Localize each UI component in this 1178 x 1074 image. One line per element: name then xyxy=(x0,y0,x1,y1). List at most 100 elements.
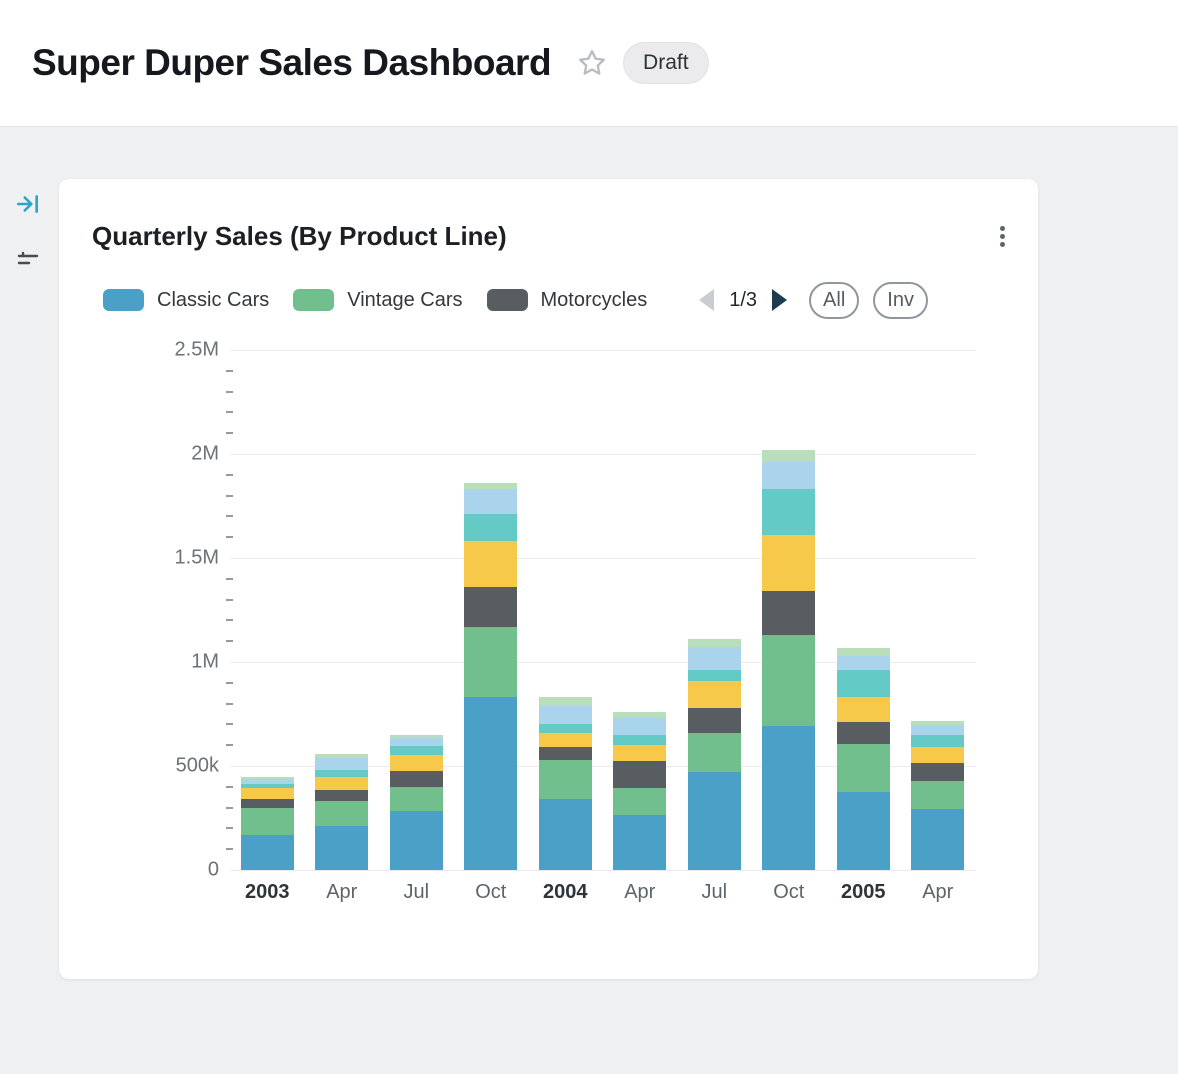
bar-segment-series-7[interactable] xyxy=(240,777,294,779)
bar-segment-series-5[interactable] xyxy=(464,514,518,542)
bar-segment-series-5[interactable] xyxy=(538,724,592,733)
bar-segment-vintage-cars[interactable] xyxy=(762,634,816,727)
bar-stack[interactable] xyxy=(911,721,965,870)
bar-segment-series-6[interactable] xyxy=(464,489,518,515)
bar-segment-series-7[interactable] xyxy=(389,734,443,738)
prev-page-button[interactable] xyxy=(697,287,716,313)
inv-filter-button[interactable]: Inv xyxy=(873,281,928,319)
bar-segment-classic-cars[interactable] xyxy=(762,726,816,870)
next-page-button[interactable] xyxy=(770,287,789,313)
legend-pager: 1/3 xyxy=(697,287,789,313)
x-axis-label: Oct xyxy=(475,881,507,903)
bar-segment-series-7[interactable] xyxy=(464,483,518,490)
bar-segment-classic-cars[interactable] xyxy=(911,808,965,870)
bar-segment-series-6[interactable] xyxy=(240,778,294,784)
favorite-button[interactable] xyxy=(577,48,607,78)
bar-segment-series-7[interactable] xyxy=(836,647,890,656)
bar-segment-motorcycles[interactable] xyxy=(613,760,667,788)
bar-segment-series-4[interactable] xyxy=(762,535,816,592)
bar-segment-motorcycles[interactable] xyxy=(464,587,518,627)
bar-segment-series-4[interactable] xyxy=(687,680,741,708)
bar-segment-motorcycles[interactable] xyxy=(389,771,443,787)
bar-stack[interactable] xyxy=(836,647,890,870)
collapse-panel-button[interactable] xyxy=(14,190,42,218)
bar-segment-classic-cars[interactable] xyxy=(389,810,443,870)
bar-segment-vintage-cars[interactable] xyxy=(911,780,965,809)
bar-segment-classic-cars[interactable] xyxy=(687,772,741,870)
legend-item-motorcycles[interactable]: Motorcycles xyxy=(486,289,647,312)
bar-segment-series-7[interactable] xyxy=(762,449,816,463)
bar-segment-series-4[interactable] xyxy=(538,732,592,748)
bar-stack[interactable] xyxy=(613,711,667,870)
bar-segment-motorcycles[interactable] xyxy=(315,789,369,802)
bar-segment-motorcycles[interactable] xyxy=(240,799,294,808)
bar-segment-series-7[interactable] xyxy=(687,639,741,648)
bar-segment-series-6[interactable] xyxy=(911,725,965,735)
bar-stack[interactable] xyxy=(464,483,518,870)
bar-segment-classic-cars[interactable] xyxy=(240,834,294,870)
bar-segment-vintage-cars[interactable] xyxy=(613,787,667,815)
bar-stack[interactable] xyxy=(687,639,741,870)
bar-segment-series-5[interactable] xyxy=(687,670,741,681)
bar-segment-series-7[interactable] xyxy=(315,753,369,758)
bar-segment-series-6[interactable] xyxy=(613,718,667,735)
bar-segment-series-7[interactable] xyxy=(613,711,667,719)
bar-stack[interactable] xyxy=(315,753,369,870)
bar-segment-classic-cars[interactable] xyxy=(613,814,667,870)
bar-segment-series-6[interactable] xyxy=(762,462,816,490)
bar-segment-motorcycles[interactable] xyxy=(911,762,965,781)
bar-segment-series-5[interactable] xyxy=(315,770,369,778)
bar-segment-classic-cars[interactable] xyxy=(315,826,369,870)
bar-segment-motorcycles[interactable] xyxy=(538,747,592,760)
bar-segment-series-5[interactable] xyxy=(389,746,443,755)
bar-segment-classic-cars[interactable] xyxy=(464,697,518,870)
bar-segment-series-5[interactable] xyxy=(613,734,667,746)
bar-segment-vintage-cars[interactable] xyxy=(389,786,443,811)
bar-segment-vintage-cars[interactable] xyxy=(836,744,890,792)
bar-segment-series-7[interactable] xyxy=(911,721,965,726)
app-header: Super Duper Sales Dashboard Draft xyxy=(0,0,1178,127)
bar-segment-series-4[interactable] xyxy=(389,754,443,772)
bar-segment-motorcycles[interactable] xyxy=(762,591,816,635)
all-filter-button[interactable]: All xyxy=(809,281,860,319)
bar-segment-series-5[interactable] xyxy=(836,670,890,698)
bar-segment-series-6[interactable] xyxy=(538,705,592,725)
bar-stack[interactable] xyxy=(762,449,816,870)
bar-segment-motorcycles[interactable] xyxy=(687,707,741,733)
y-axis-minor-tick xyxy=(226,619,233,622)
bar-segment-vintage-cars[interactable] xyxy=(315,801,369,827)
y-axis-minor-tick xyxy=(226,369,233,372)
bar-segment-series-6[interactable] xyxy=(389,737,443,747)
bar-segment-series-6[interactable] xyxy=(315,757,369,771)
prev-page-icon xyxy=(699,289,715,311)
bar-segment-series-7[interactable] xyxy=(538,697,592,706)
y-axis-label: 2M xyxy=(191,442,219,465)
bar-segment-vintage-cars[interactable] xyxy=(538,759,592,800)
bar-segment-series-4[interactable] xyxy=(911,747,965,763)
next-page-icon xyxy=(772,289,788,311)
bar-segment-series-4[interactable] xyxy=(613,745,667,761)
bar-segment-series-5[interactable] xyxy=(762,489,816,536)
bar-stack[interactable] xyxy=(389,734,443,870)
bar-segment-vintage-cars[interactable] xyxy=(687,732,741,773)
legend-label: Classic Cars xyxy=(157,288,270,311)
bar-segment-series-5[interactable] xyxy=(911,734,965,748)
bar-segment-vintage-cars[interactable] xyxy=(464,626,518,698)
bar-segment-series-4[interactable] xyxy=(315,777,369,790)
bar-segment-classic-cars[interactable] xyxy=(836,792,890,870)
bar-stack[interactable] xyxy=(538,697,592,870)
bar-segment-series-4[interactable] xyxy=(240,787,294,800)
bar-stack[interactable] xyxy=(240,777,294,870)
bar-segment-series-5[interactable] xyxy=(240,783,294,788)
bar-segment-motorcycles[interactable] xyxy=(836,722,890,745)
bar-segment-series-6[interactable] xyxy=(687,647,741,671)
bar-segment-vintage-cars[interactable] xyxy=(240,807,294,835)
filter-button[interactable] xyxy=(14,246,42,274)
bar-segment-series-6[interactable] xyxy=(836,655,890,671)
bar-segment-classic-cars[interactable] xyxy=(538,799,592,870)
card-menu-button[interactable] xyxy=(995,221,1010,252)
legend-item-classic-cars[interactable]: Classic Cars xyxy=(103,289,269,312)
legend-item-vintage-cars[interactable]: Vintage Cars xyxy=(293,289,463,312)
bar-segment-series-4[interactable] xyxy=(836,697,890,723)
bar-segment-series-4[interactable] xyxy=(464,541,518,588)
